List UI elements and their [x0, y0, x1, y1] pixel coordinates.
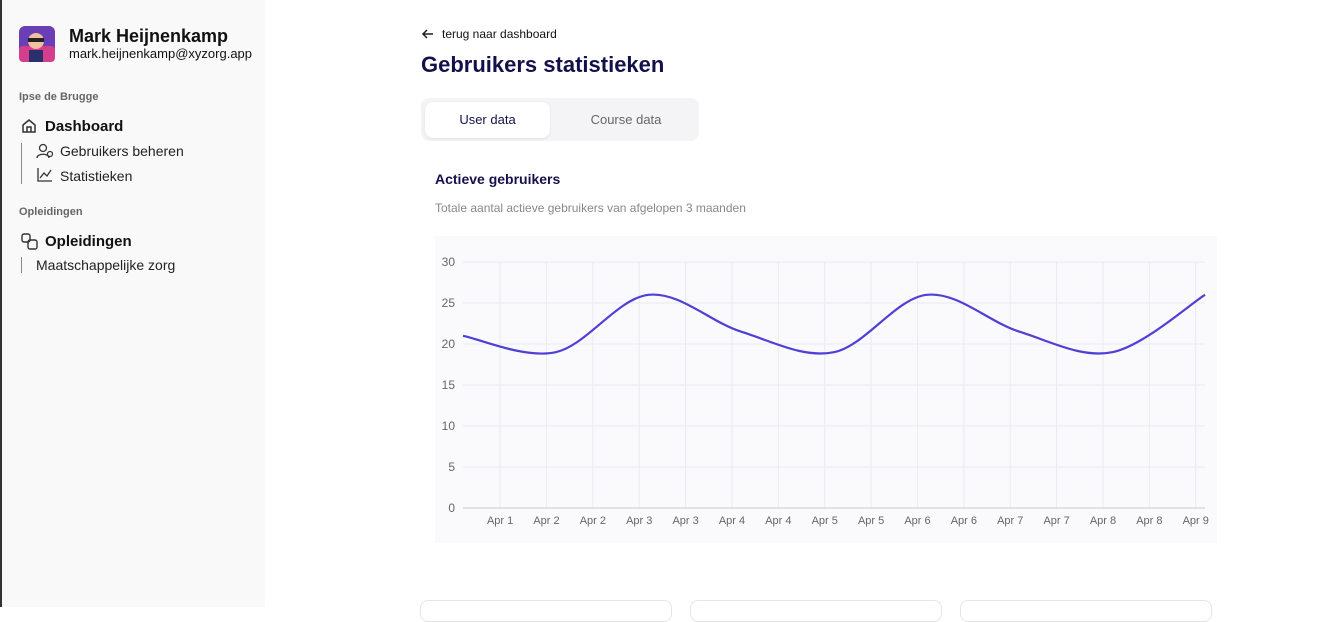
y-tick-label: 30	[442, 255, 456, 269]
y-tick-label: 20	[442, 337, 456, 351]
nav-item[interactable]: Maatschappelijke zorg	[36, 257, 176, 273]
user-email: mark.heijnenkamp@xyzorg.app	[69, 46, 253, 61]
x-tick-label: Apr 8	[1090, 515, 1116, 527]
card-title: Actieve gebruikers	[435, 171, 561, 187]
chart-icon	[37, 168, 52, 182]
x-tick-label: Apr 4	[719, 515, 745, 527]
x-tick-label: Apr 3	[672, 515, 698, 527]
x-tick-label: Apr 7	[997, 515, 1023, 527]
x-tick-label: Apr 2	[533, 515, 559, 527]
x-tick-label: Apr 6	[951, 515, 977, 527]
user-name: Mark Heijnenkamp	[69, 26, 229, 46]
y-tick-label: 5	[448, 460, 455, 474]
y-tick-label: 25	[442, 296, 456, 310]
line	[462, 293, 1206, 355]
nav-line	[21, 143, 22, 184]
chart-background	[435, 236, 1217, 543]
section-heading: Opleidingen	[19, 206, 83, 218]
x-tick-label: Apr 2	[580, 515, 606, 527]
x-tick-label: Apr 9	[1183, 515, 1209, 527]
y-tick-label: 10	[442, 419, 456, 433]
x-tick-label: Apr 5	[858, 515, 884, 527]
sidebar: Mark Heijnenkamp mark.heijnenkamp@xyzorg…	[0, 0, 265, 607]
x-tick-label: Apr 1	[487, 515, 513, 527]
x-tick-label: Apr 8	[1136, 515, 1162, 527]
card-subtitle: Totale aantal actieve gebruikers van afg…	[435, 201, 746, 215]
stat-card	[960, 600, 1212, 622]
tab[interactable]: Course data	[590, 112, 662, 127]
nav-title[interactable]: Dashboard	[45, 118, 124, 135]
stat-card	[690, 600, 942, 622]
y-tick-label: 15	[442, 378, 456, 392]
nav-title[interactable]: Opleidingen	[45, 233, 132, 250]
y-tick-label: 0	[448, 501, 455, 515]
chart: 0 5 10 15 20 25 30 Apr 1 Apr 2 Apr 2 Apr 3 Apr 3 Apr…	[435, 236, 1217, 543]
nav-line	[21, 257, 22, 273]
avatar	[19, 26, 55, 62]
nav-item[interactable]: Statistieken	[60, 168, 133, 184]
nav-item[interactable]: Gebruikers beheren	[60, 143, 184, 159]
x-tick-label: Apr 5	[812, 515, 838, 527]
back-arrow[interactable]	[421, 27, 435, 41]
x-tick-label: Apr 6	[904, 515, 930, 527]
home-icon	[22, 119, 36, 133]
page-title: Gebruikers statistieken	[421, 52, 665, 77]
section-heading: Ipse de Brugge	[19, 91, 99, 103]
x-tick-label: Apr 4	[765, 515, 791, 527]
users-icon	[36, 143, 54, 159]
course-icon	[21, 233, 38, 250]
x-tick-label: Apr 3	[626, 515, 652, 527]
back-link[interactable]: terug naar dashboard	[442, 27, 557, 41]
page: Mark Heijnenkamp mark.heijnenkamp@xyzorg…	[0, 0, 1217, 622]
tab-active[interactable]: User data	[425, 102, 550, 138]
stat-card	[420, 600, 672, 622]
x-tick-label: Apr 7	[1043, 515, 1069, 527]
